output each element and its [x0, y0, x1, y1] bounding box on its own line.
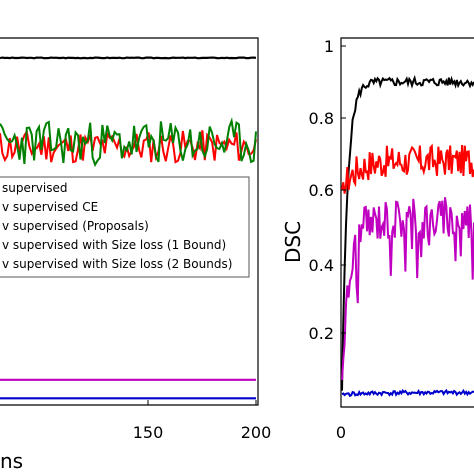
- legend-entry-2: v supervised (Proposals): [2, 219, 149, 233]
- right-series-line-2: [341, 197, 474, 380]
- legend-entry-1: v supervised CE: [2, 200, 98, 214]
- left-axes-frame: [0, 37, 259, 406]
- left-series-line-2: [0, 117, 257, 168]
- legend-entry-3: v supervised with Size loss (1 Bound): [2, 238, 226, 252]
- right-series-line-0: [341, 74, 474, 391]
- legend: supervised v supervised CE v supervised …: [0, 176, 250, 278]
- left-series-line-0: [0, 56, 257, 60]
- right-yticks: 0.2 0.4 0.6 0.8 1: [309, 37, 346, 343]
- left-panel: 150 200 ns supervised v supervised CE v …: [0, 37, 272, 473]
- right-xtick-0: 0: [336, 423, 346, 442]
- right-series-group: [341, 74, 474, 398]
- left-xlabel: ns: [0, 449, 23, 473]
- ytick-0.4: 0.4: [309, 256, 334, 275]
- left-xtick-150: 150: [133, 423, 164, 442]
- right-axes-frame: [340, 37, 474, 408]
- left-xtick-200: 200: [241, 423, 272, 442]
- right-series-line-3: [341, 388, 474, 398]
- ytick-1: 1: [324, 37, 334, 56]
- right-ylabel: DSC: [281, 221, 305, 263]
- right-series-line-1: [341, 143, 474, 194]
- ytick-0.6: 0.6: [309, 181, 334, 200]
- legend-entry-0: supervised: [2, 181, 67, 195]
- legend-box: [0, 176, 250, 278]
- legend-entry-4: v supervised with Size loss (2 Bounds): [2, 257, 232, 271]
- ytick-0.8: 0.8: [309, 109, 334, 128]
- right-panel: 0.2 0.4 0.6 0.8 1 0 DSC: [281, 37, 474, 442]
- ytick-0.2: 0.2: [309, 324, 334, 343]
- left-series-group: [0, 56, 257, 400]
